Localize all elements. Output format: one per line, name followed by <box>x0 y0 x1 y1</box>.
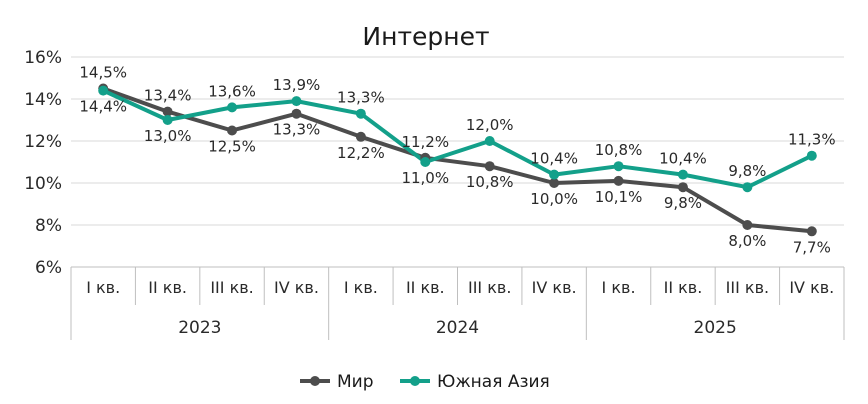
series-point <box>613 175 624 186</box>
data-label: 13,6% <box>208 82 256 100</box>
data-label: 11,3% <box>788 131 836 149</box>
series-point <box>227 102 238 113</box>
series-point <box>549 178 560 188</box>
x-tick-label: III кв. <box>210 278 253 297</box>
x-tick-label: I кв. <box>344 278 378 297</box>
data-label: 14,5% <box>79 64 127 82</box>
series-point <box>227 125 238 136</box>
legend: Мир Южная Азия <box>300 372 550 392</box>
data-label: 13,9% <box>273 76 321 94</box>
x-tick-label: IV кв. <box>274 278 319 297</box>
x-tick-label: III кв. <box>468 278 511 297</box>
data-label: 13,4% <box>144 87 192 105</box>
data-label: 13,3% <box>273 121 321 139</box>
series-point <box>98 85 109 96</box>
data-label: 7,7% <box>793 238 831 256</box>
x-tick-label: I кв. <box>602 278 636 297</box>
data-label: 11,0% <box>401 169 449 187</box>
data-label: 12,5% <box>208 138 256 156</box>
series-point <box>355 131 366 142</box>
series-point <box>742 220 753 230</box>
data-label: 9,8% <box>728 162 766 180</box>
legend-label: Южная Азия <box>437 372 550 392</box>
data-label: 8,0% <box>728 232 766 250</box>
legend-swatch-marker <box>410 376 420 386</box>
data-label: 13,0% <box>144 127 192 145</box>
x-tick-label: II кв. <box>406 278 445 297</box>
series-point <box>162 106 173 117</box>
x-tick-label: IV кв. <box>532 278 577 297</box>
series-point <box>806 226 817 237</box>
series-line <box>101 88 814 190</box>
series-point <box>613 161 624 172</box>
series-lines <box>98 83 817 237</box>
legend-label: Мир <box>337 372 374 392</box>
y-tick-label: 6% <box>35 258 62 278</box>
x-tick-label: II кв. <box>664 278 703 297</box>
data-label: 12,2% <box>337 144 385 162</box>
y-tick-label: 14% <box>24 90 62 110</box>
x-group-label: 2025 <box>694 318 737 338</box>
data-label: 10,4% <box>530 150 578 168</box>
series-point <box>355 108 366 119</box>
data-label: 10,8% <box>466 173 514 191</box>
data-label: 14,4% <box>79 98 127 116</box>
series-point <box>677 182 688 193</box>
x-tick-label: II кв. <box>148 278 187 297</box>
series-point <box>677 169 688 180</box>
x-group-label: 2024 <box>436 318 479 338</box>
data-label: 10,4% <box>659 150 707 168</box>
y-tick-label: 10% <box>24 174 62 194</box>
x-tick-label: IV кв. <box>789 278 834 297</box>
series-point <box>291 96 302 107</box>
data-label: 10,8% <box>595 141 643 159</box>
data-label: 11,2% <box>401 133 449 151</box>
data-labels: 14,5% 14,4% 13,4% 13,0% 12,5% 13,6% 13,3% 13,9%… <box>79 64 835 257</box>
data-label: 12,0% <box>466 116 514 134</box>
legend-swatch-marker <box>310 376 320 386</box>
y-tick-label: 8% <box>35 216 62 236</box>
x-tick-label: III кв. <box>726 278 769 297</box>
series-point <box>549 169 560 180</box>
y-tick-label: 16% <box>24 48 62 68</box>
series-point <box>162 115 173 125</box>
x-tick-label: I кв. <box>86 278 120 297</box>
series-point <box>291 108 302 119</box>
y-tick-label: 12% <box>24 132 62 152</box>
series-line <box>101 86 814 234</box>
data-label: 13,3% <box>337 89 385 107</box>
chart-title: Интернет <box>362 22 489 51</box>
series-point <box>420 157 431 167</box>
series-point <box>806 150 817 161</box>
data-label: 10,0% <box>530 190 578 208</box>
series-point <box>484 136 495 146</box>
series-point <box>742 182 753 193</box>
x-group-label: 2023 <box>178 318 221 338</box>
data-label: 10,1% <box>595 188 643 206</box>
x-axis: I кв. II кв. III кв. IV кв. I кв. II кв. III к… <box>70 267 845 340</box>
data-label: 9,8% <box>664 194 702 212</box>
series-point <box>484 161 495 172</box>
y-axis-ticks: 6% 8% 10% 12% 14% 16% <box>24 48 62 278</box>
